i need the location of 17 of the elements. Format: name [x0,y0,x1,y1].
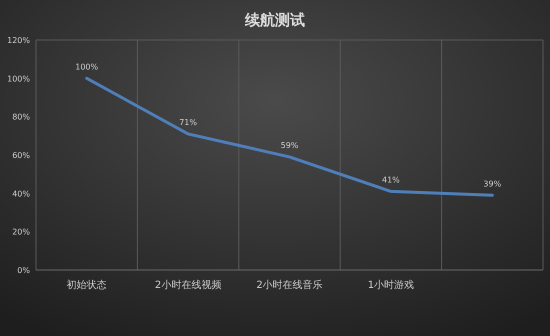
y-tick-label: 40% [12,189,30,198]
y-tick-label: 20% [12,228,30,237]
y-tick-label: 80% [12,112,30,122]
text: 39% [483,179,502,188]
y-tick-label: 100% [7,74,30,84]
chart-title: 续航测试 [244,11,305,29]
y-tick-label: 60% [12,151,30,160]
x-tick-label: 初始状态 [66,279,107,291]
text: 41% [382,175,400,184]
y-tick-label: 0% [17,266,30,275]
y-tick-label: 120% [7,36,30,45]
x-tick-label: 2小时在线视频 [154,279,222,291]
text: 71% [179,118,197,127]
text: 100% [75,62,98,72]
x-tick-label: 2小时在线音乐 [256,279,323,291]
text: 59% [280,140,298,150]
x-tick-label: 1小时游戏 [368,279,414,291]
